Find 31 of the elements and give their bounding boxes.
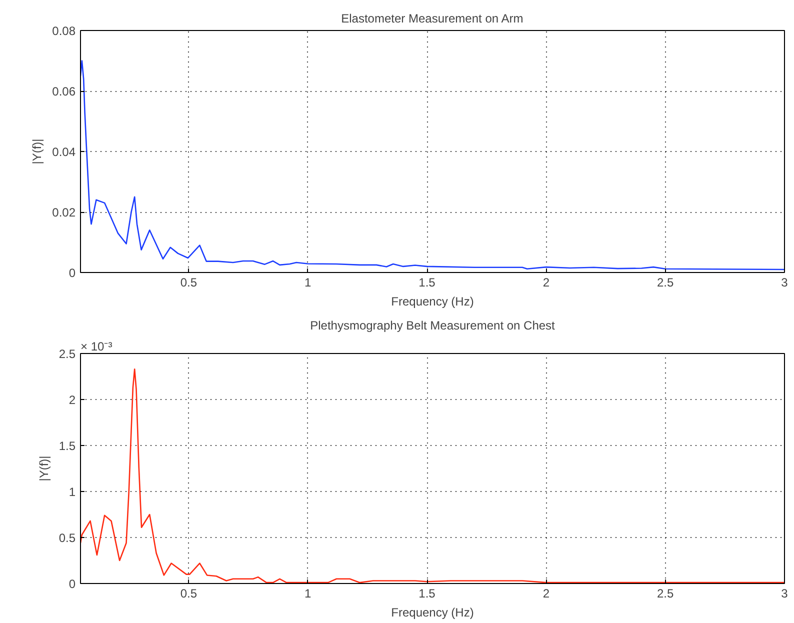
x-tick-label: 1	[304, 276, 312, 290]
x-tick-label: 2	[542, 586, 550, 600]
x-tick-label: 1.5	[418, 586, 436, 600]
y-tick-label: 0.5	[58, 531, 76, 545]
y-tick-label: 1.5	[58, 439, 76, 453]
x-tick-label: 0.5	[180, 586, 198, 600]
y-tick-label: 0.04	[52, 145, 76, 159]
x-tick-label: 2.5	[657, 276, 674, 290]
y-tick-label: 0	[68, 266, 76, 280]
y-tick-label: 2	[68, 393, 76, 407]
x-axis-title: Frequency (Hz)	[391, 294, 474, 308]
x-tick-label: 1.5	[418, 276, 436, 290]
y-tick-label: 1	[68, 485, 76, 499]
y-tick-label: 0.06	[52, 84, 76, 98]
line-series	[80, 60, 784, 270]
x-tick-label: 3	[781, 586, 788, 600]
y-axis-title: |Y(f)|	[36, 456, 51, 482]
annotation: × 10⁻³	[80, 340, 112, 354]
x-tick-label: 0.5	[180, 276, 198, 290]
x-tick-label: 1	[304, 586, 312, 600]
y-tick-label: 2.5	[58, 347, 76, 361]
x-axis-title: Frequency (Hz)	[391, 606, 474, 620]
x-tick-label: 3	[781, 276, 788, 290]
x-tick-label: 2	[542, 276, 550, 290]
x-tick-label: 2.5	[657, 586, 674, 600]
chart-title: Elastometer Measurement on Arm	[341, 12, 524, 26]
y-axis-title: |Y(f)|	[30, 138, 44, 164]
chart-title: Plethysmography Belt Measurement on Chest	[310, 318, 556, 332]
y-tick-label: 0.08	[52, 24, 76, 38]
y-tick-label: 0	[68, 577, 76, 591]
y-tick-label: 0.02	[52, 206, 76, 220]
